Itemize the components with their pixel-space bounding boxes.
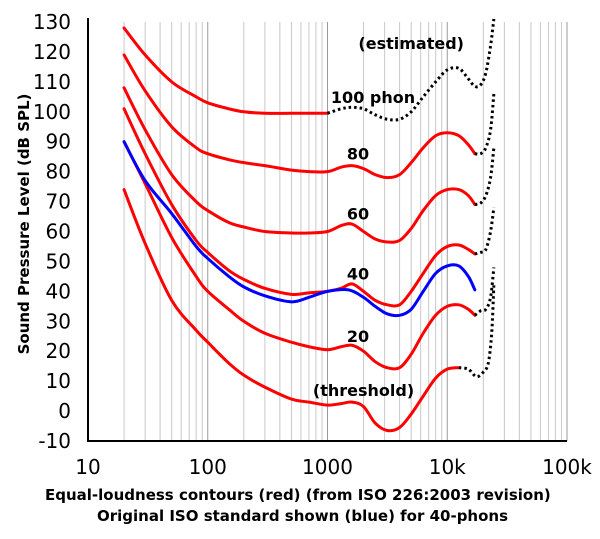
- y-tick-label: 130: [33, 10, 71, 34]
- series-40-estimated-line: [474, 207, 496, 256]
- y-tick-label: 120: [33, 40, 71, 64]
- series-60-line: [122, 86, 477, 244]
- y-axis-title: Sound Pressure Level (dB SPL): [15, 94, 33, 355]
- y-tick-label: -10: [38, 429, 71, 453]
- annotation-label: (estimated): [358, 34, 464, 53]
- plot-frame: [87, 18, 567, 442]
- y-tick-label: 100: [33, 100, 71, 124]
- annotation-label: 100 phon: [331, 88, 415, 107]
- y-tick-label: 90: [46, 130, 71, 154]
- x-tick-label: 10: [75, 455, 100, 479]
- series-threshold-line: [122, 188, 461, 433]
- series-60-estimated-line: [474, 147, 496, 207]
- x-tick-label: 100: [189, 455, 227, 479]
- series-20-line: [122, 140, 477, 371]
- y-tick-label: 40: [46, 279, 71, 303]
- x-tick-label: 1000: [302, 455, 353, 479]
- y-tick-label: 20: [46, 339, 71, 363]
- series-100-line: [122, 26, 329, 115]
- series-40-line: [122, 107, 477, 308]
- annotation-label: (threshold): [313, 381, 414, 400]
- series-40-original-iso--line: [122, 140, 477, 318]
- y-tick-label: 30: [46, 309, 71, 333]
- y-tick-label: 70: [46, 190, 71, 214]
- series-80-estimated-line: [474, 93, 496, 156]
- y-tick-label: 80: [46, 160, 71, 184]
- y-tick-label: 0: [58, 399, 71, 423]
- annotation-label: 80: [347, 145, 369, 164]
- annotation-label: 60: [347, 205, 369, 224]
- y-tick-label: 60: [46, 220, 71, 244]
- y-tick-label: 110: [33, 70, 71, 94]
- annotation-label: 40: [347, 264, 369, 283]
- annotations: (estimated) 100 phon 80 60 40 20 (threshold): [313, 34, 464, 400]
- series-80-line: [122, 53, 477, 180]
- x-tick-labels: 10 100 1000 10k 100k: [75, 455, 592, 479]
- annotation-label: 20: [347, 327, 369, 346]
- x-axis-title-line-2: Original ISO standard shown (blue) for 4…: [97, 507, 508, 525]
- x-tick-label: 100k: [542, 455, 592, 479]
- series-20-estimated-line: [473, 267, 496, 317]
- series-100-estimated-line: [327, 18, 496, 122]
- x-tick-label: 10k: [429, 455, 466, 479]
- series-threshold-estimated-line: [458, 285, 496, 379]
- series-layer: [122, 18, 496, 433]
- y-tick-label: 10: [46, 369, 71, 393]
- x-axis-title-line-1: Equal-loudness contours (red) (from ISO …: [45, 486, 551, 504]
- y-tick-label: 50: [46, 249, 71, 273]
